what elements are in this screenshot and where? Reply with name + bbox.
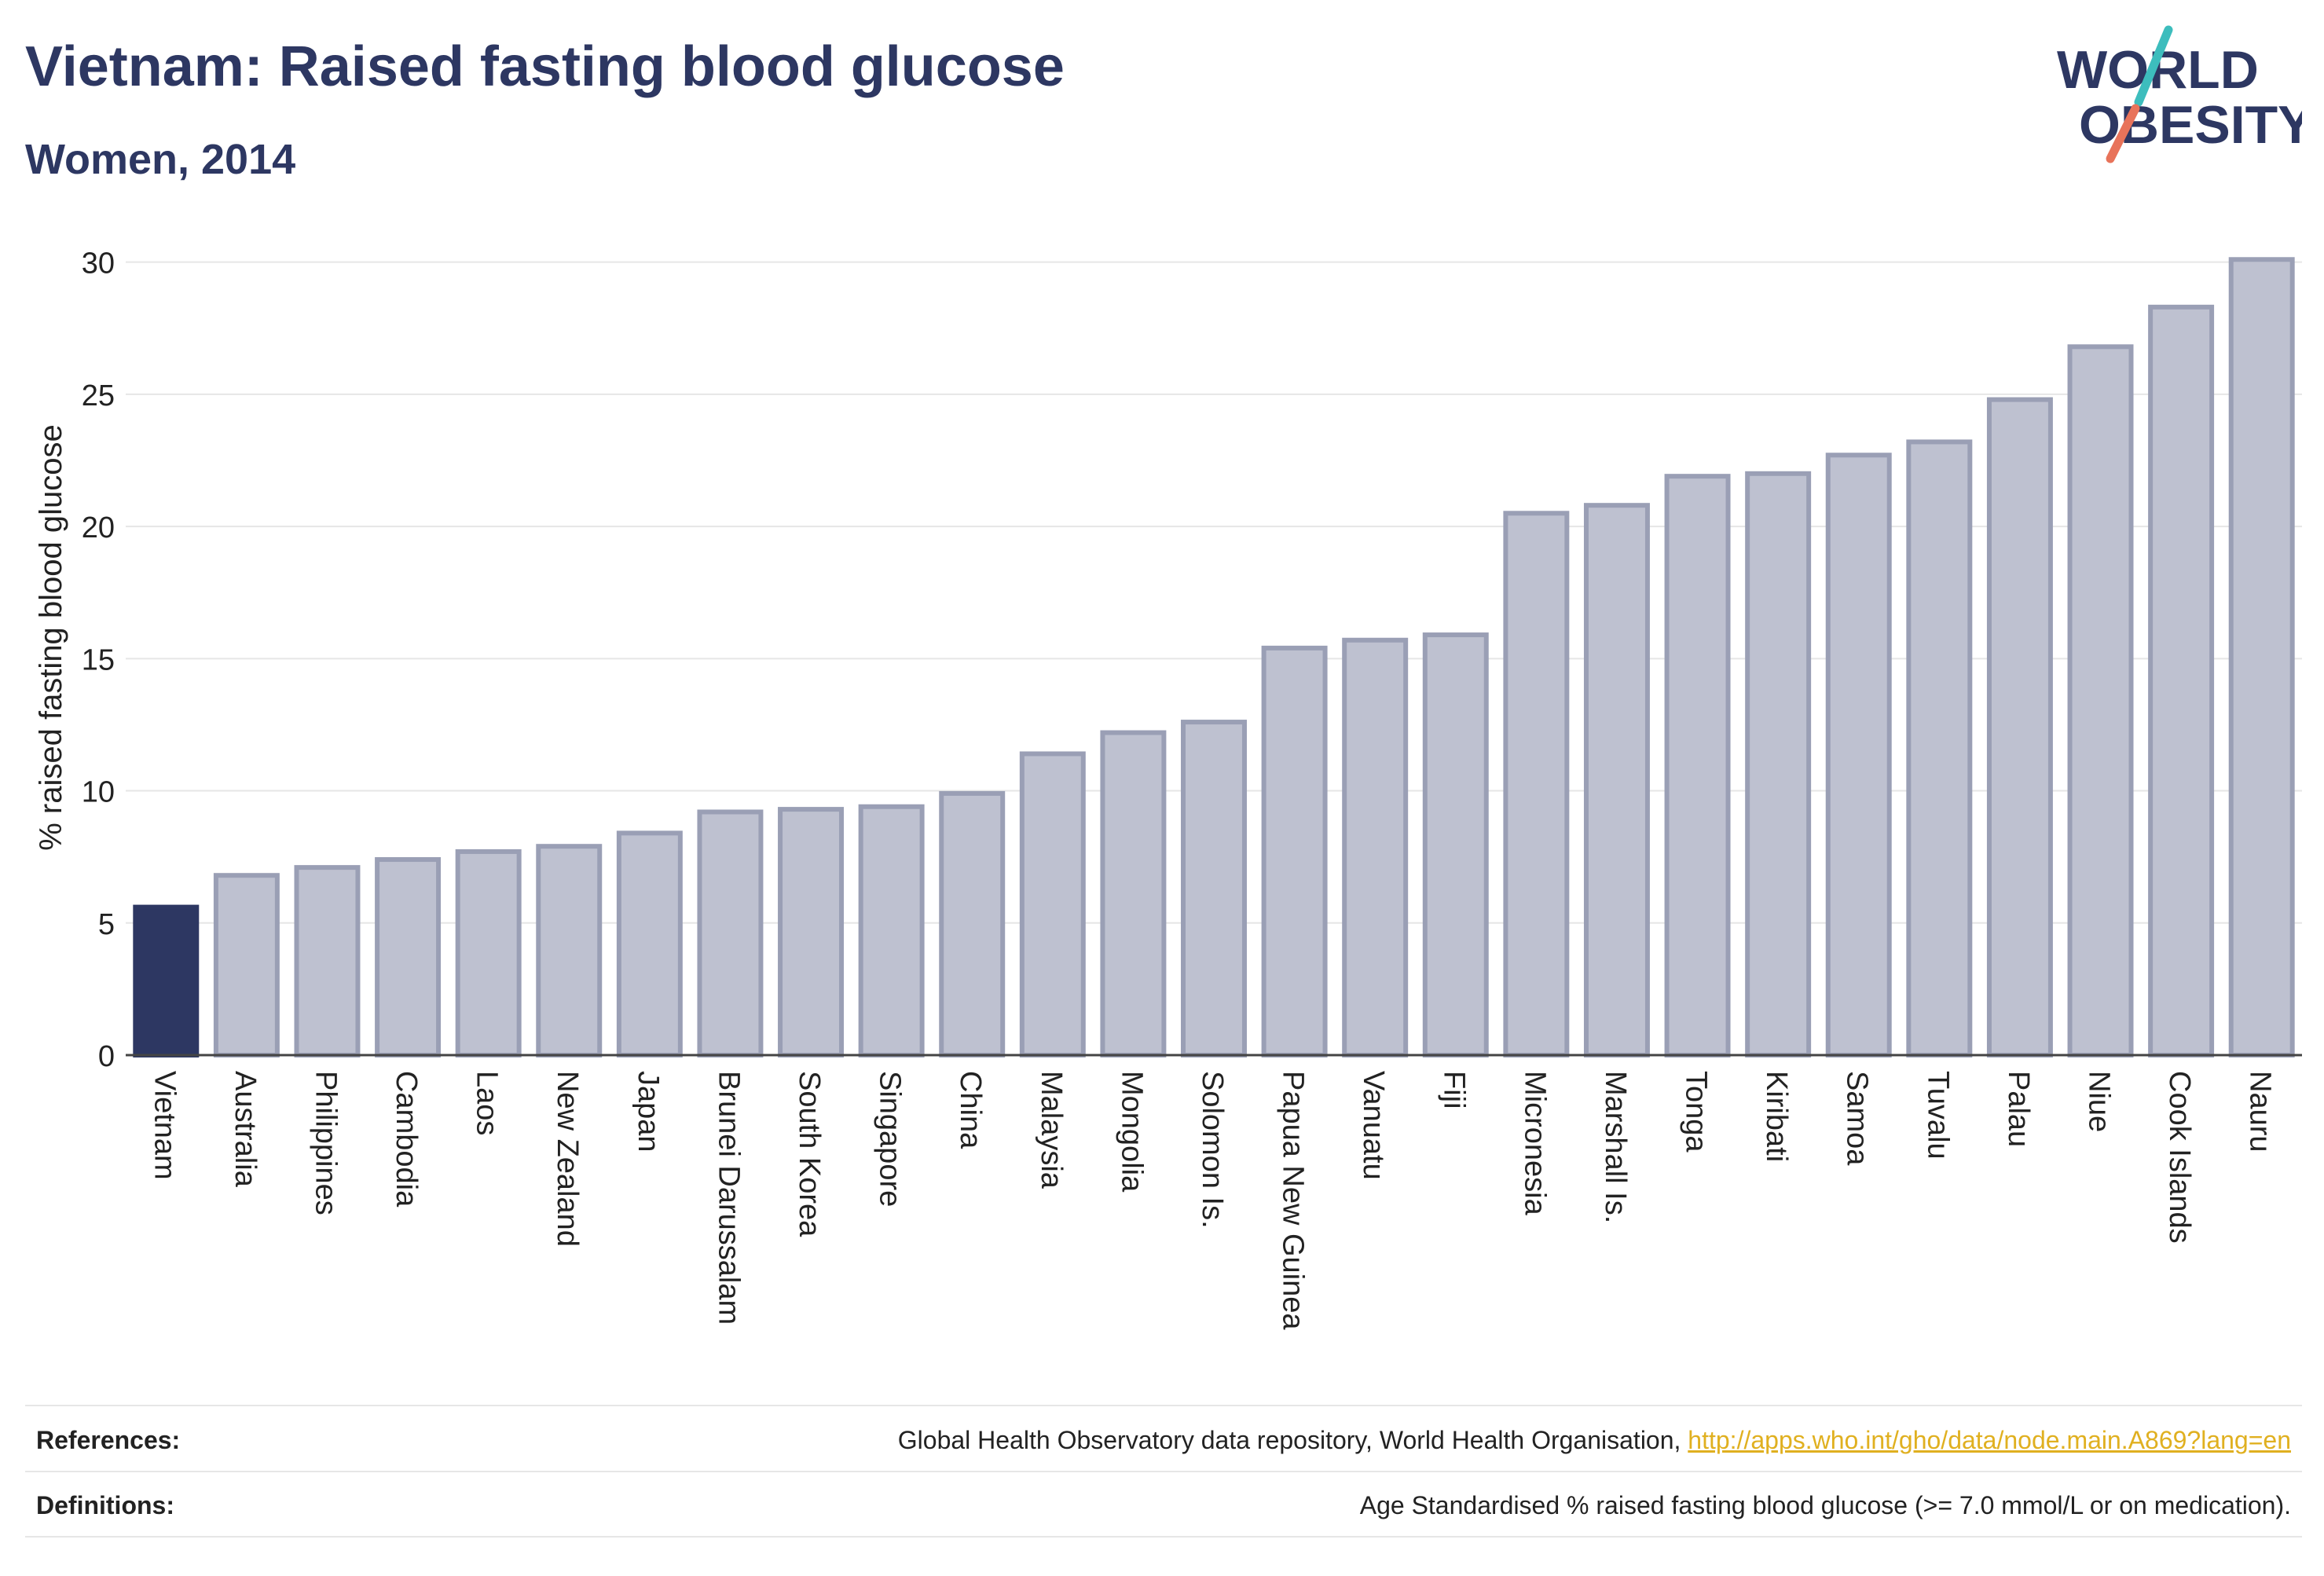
y-tick-label: 10 xyxy=(82,776,115,809)
footer-divider-middle xyxy=(25,1471,2302,1472)
definitions-label: Definitions: xyxy=(36,1490,174,1519)
x-tick-label: Fiji xyxy=(1438,1071,1471,1109)
x-tick-label: Papua New Guinea xyxy=(1277,1071,1310,1330)
references-value: Global Health Observatory data repositor… xyxy=(898,1426,2302,1455)
bar-kiribati xyxy=(1745,471,1812,1057)
bar-marshall-is xyxy=(1583,503,1650,1057)
x-tick-label: Tonga xyxy=(1680,1071,1713,1153)
x-tick-label: South Korea xyxy=(793,1071,826,1237)
bar-japan xyxy=(616,830,683,1057)
bar-vanuatu xyxy=(1342,637,1409,1057)
bar-tuvalu xyxy=(1906,439,1973,1057)
definitions-row: Definitions: Age Standardised % raised f… xyxy=(25,1474,2302,1537)
x-tick-label: Tuvalu xyxy=(1921,1071,1954,1160)
y-tick-label: 30 xyxy=(82,247,115,280)
bar-micronesia xyxy=(1503,511,1570,1057)
footer-divider-top xyxy=(25,1405,2302,1406)
y-tick-label: 15 xyxy=(82,643,115,676)
bar-australia xyxy=(213,873,280,1057)
chart-subtitle: Women, 2014 xyxy=(25,136,296,183)
y-axis-label: % raised fasting blood glucose xyxy=(34,424,68,851)
x-tick-label: Marshall Is. xyxy=(1599,1071,1632,1223)
bar-palau xyxy=(1986,397,2053,1058)
bar-laos xyxy=(455,848,522,1057)
x-tick-label: Philippines xyxy=(309,1071,342,1215)
x-tick-label: Singapore xyxy=(874,1071,907,1207)
references-row: References: Global Health Observatory da… xyxy=(25,1409,2302,1472)
logo-slash-teal xyxy=(2134,25,2173,107)
x-tick-label: Malaysia xyxy=(1035,1071,1068,1189)
footer-divider-bottom xyxy=(25,1536,2302,1538)
bar-niue xyxy=(2067,344,2134,1057)
bar-cambodia xyxy=(375,857,442,1057)
x-tick-label: Laos xyxy=(471,1071,504,1135)
bar-cook-islands xyxy=(2148,304,2215,1058)
chart-title: Vietnam: Raised fasting blood glucose xyxy=(25,35,1065,98)
x-tick-label: Japan xyxy=(632,1071,665,1153)
bar-new-zealand xyxy=(536,844,603,1058)
bar-nauru xyxy=(2228,257,2295,1057)
bar-mongolia xyxy=(1100,730,1167,1058)
bar-philippines xyxy=(294,865,361,1058)
definitions-text: Age Standardised % raised fasting blood … xyxy=(1359,1490,2291,1519)
x-tick-label: China xyxy=(954,1071,987,1149)
bar-china xyxy=(939,790,1006,1057)
y-tick-label: 25 xyxy=(82,379,115,412)
logo-slash-coral xyxy=(2106,104,2140,163)
x-tick-label: Nauru xyxy=(2244,1071,2277,1153)
bars xyxy=(133,257,2295,1058)
y-tick-label: 5 xyxy=(98,908,115,941)
y-tick-label: 20 xyxy=(82,511,115,544)
references-text: Global Health Observatory data repositor… xyxy=(897,1425,1688,1454)
world-obesity-logo: WORLD OBESITY xyxy=(2057,25,2302,163)
bar-malaysia xyxy=(1019,751,1086,1058)
x-tick-label: Australia xyxy=(229,1071,262,1188)
bar-vietnam xyxy=(133,904,200,1057)
x-tick-label: New Zealand xyxy=(551,1071,584,1247)
x-tick-label: Cook Islands xyxy=(2163,1071,2196,1244)
x-tick-label: Samoa xyxy=(1841,1071,1874,1166)
bar-singapore xyxy=(858,804,925,1057)
bar-fiji xyxy=(1422,632,1489,1057)
x-tick-label: Niue xyxy=(2082,1071,2115,1132)
x-tick-label: Kiribati xyxy=(1760,1071,1793,1162)
y-tick-label: 0 xyxy=(98,1040,115,1073)
y-axis-ticks: 0 5 10 15 20 25 30 xyxy=(82,247,115,1073)
bar-tonga xyxy=(1664,474,1731,1057)
references-link[interactable]: http://apps.who.int/gho/data/node.main.A… xyxy=(1688,1425,2291,1454)
bar-chart: 0 5 10 15 20 25 30 Vietnam Australia Philippines… xyxy=(34,247,2302,1330)
bar-papua-new-guinea xyxy=(1261,645,1328,1057)
x-tick-label: Vanuatu xyxy=(1357,1071,1390,1180)
bar-samoa xyxy=(1825,453,1892,1057)
x-tick-label: Micronesia xyxy=(1518,1071,1551,1216)
references-label: References: xyxy=(36,1425,181,1454)
bar-solomon-is xyxy=(1181,720,1247,1058)
x-tick-label: Cambodia xyxy=(390,1071,423,1208)
x-tick-label: Mongolia xyxy=(1115,1071,1148,1193)
x-tick-label: Vietnam xyxy=(148,1071,181,1180)
x-axis-ticks: Vietnam Australia Philippines Cambodia Laos N… xyxy=(148,1071,2276,1330)
bar-south-korea xyxy=(778,807,845,1057)
bar-brunei-darussalam xyxy=(697,809,764,1057)
x-tick-label: Palau xyxy=(2002,1071,2035,1147)
x-tick-label: Solomon Is. xyxy=(1196,1071,1229,1229)
x-tick-label: Brunei Darussalam xyxy=(712,1071,745,1325)
